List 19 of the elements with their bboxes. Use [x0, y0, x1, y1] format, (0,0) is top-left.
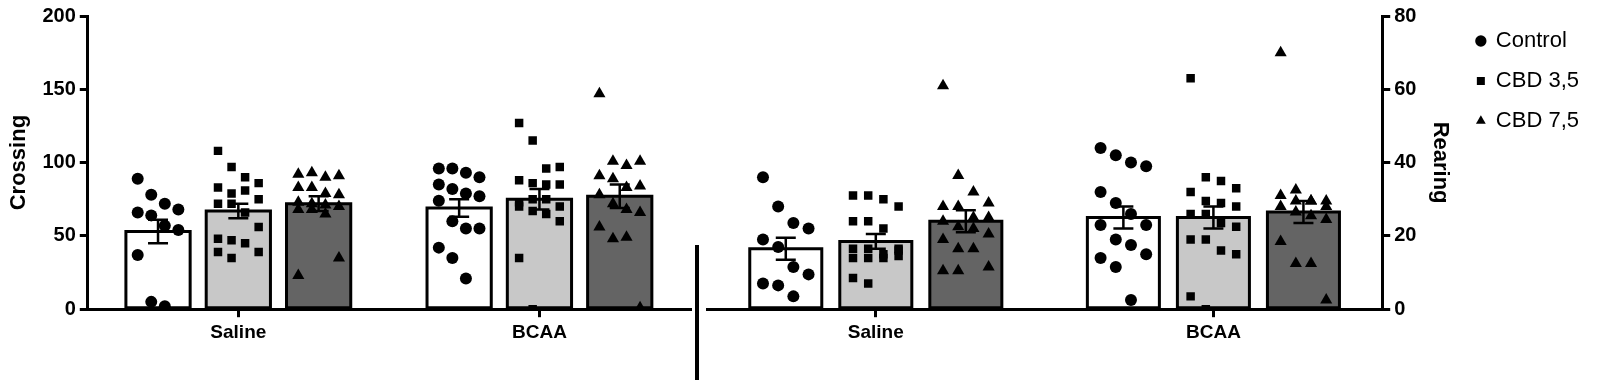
- y-tick-label: 150: [42, 76, 76, 99]
- x-tick-label: BCAA: [1185, 320, 1242, 342]
- y-tick-label: 50: [53, 223, 76, 246]
- y2-tick-label: 40: [1394, 150, 1417, 173]
- y-tick-label: 200: [42, 3, 76, 26]
- y-tick-label: 0: [64, 296, 76, 319]
- y-tick-label: 100: [42, 150, 76, 173]
- x-tick-label: Saline: [210, 320, 267, 342]
- y2-tick-label: 80: [1394, 3, 1417, 26]
- x-tick-label: Saline: [847, 320, 904, 342]
- y2-tick-label: 0: [1394, 296, 1406, 319]
- y2-tick-label: 60: [1394, 76, 1417, 99]
- legend-label: Control: [1495, 27, 1567, 53]
- legend-label: CBD 7,5: [1495, 107, 1580, 133]
- y2-tick-label: 20: [1394, 223, 1417, 246]
- y2-axis-title: Rearing: [1428, 121, 1454, 204]
- legend-label: CBD 3,5: [1495, 67, 1580, 93]
- y-axis-title: Crossing: [5, 114, 31, 211]
- x-tick-label: BCAA: [512, 320, 568, 342]
